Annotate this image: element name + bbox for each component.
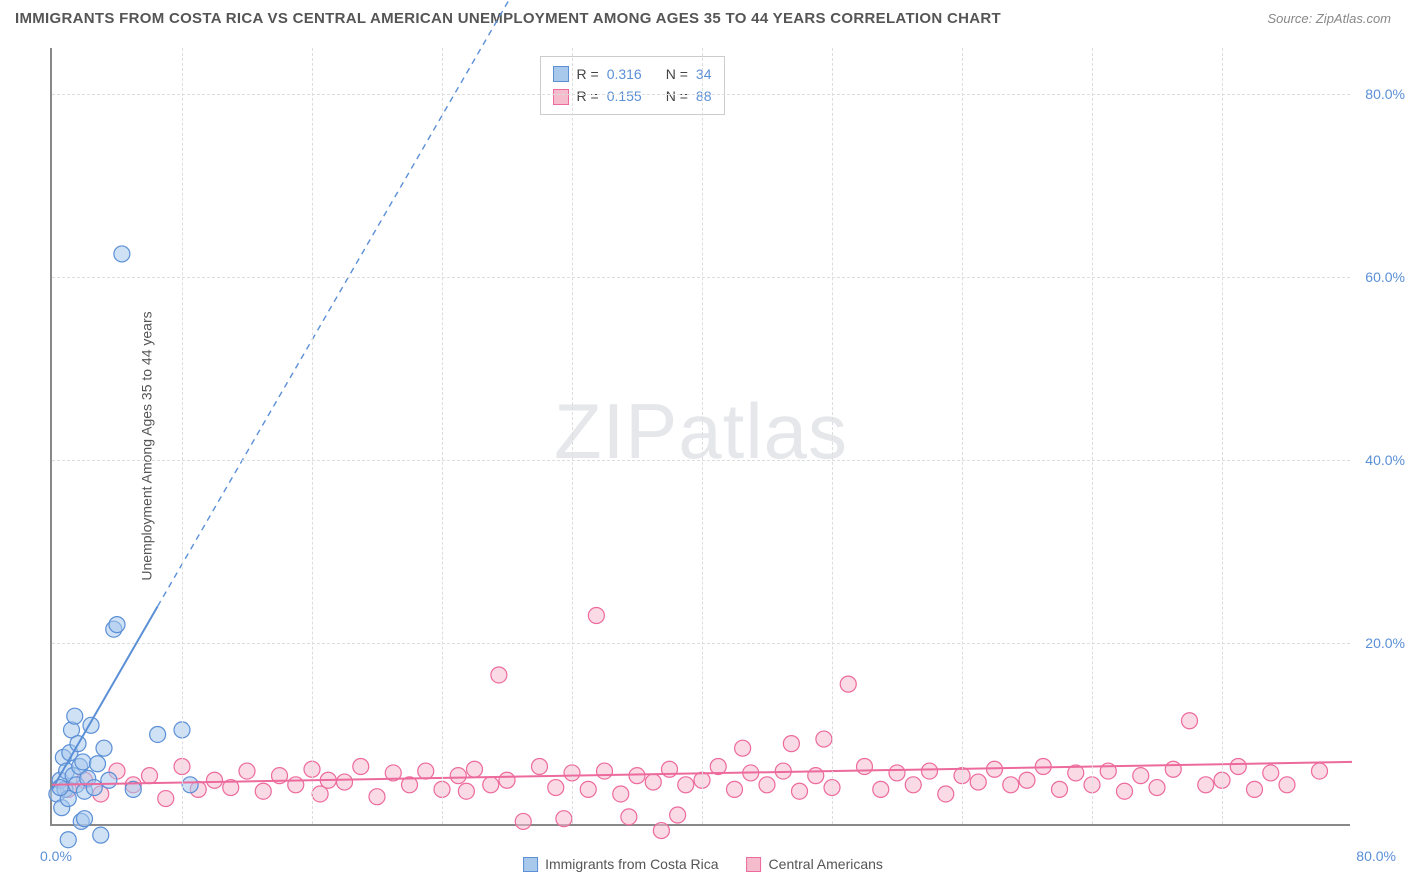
legend-swatch-blue-icon (523, 857, 538, 872)
stats-row-blue: R = 0.316 N = 34 (553, 63, 712, 85)
legend-bottom: Immigrants from Costa Rica Central Ameri… (523, 856, 883, 872)
legend-item-blue: Immigrants from Costa Rica (523, 856, 718, 872)
r-value-blue: 0.316 (607, 63, 642, 85)
n-value-pink: 88 (696, 85, 712, 107)
y-tick-label: 40.0% (1355, 452, 1405, 468)
y-tick-label: 60.0% (1355, 269, 1405, 285)
r-label: R = (577, 85, 599, 107)
y-tick-label: 20.0% (1355, 635, 1405, 651)
stats-row-pink: R = 0.155 N = 88 (553, 85, 712, 107)
y-tick-label: 80.0% (1355, 86, 1405, 102)
r-label: R = (577, 63, 599, 85)
title-bar: IMMIGRANTS FROM COSTA RICA VS CENTRAL AM… (15, 10, 1391, 27)
plot-area: ZIPatlas R = 0.316 N = 34 R = 0.155 N = … (50, 48, 1350, 826)
n-label: N = (666, 85, 688, 107)
x-origin-label: 0.0% (40, 848, 72, 864)
legend-label-pink: Central Americans (769, 856, 883, 872)
n-label: N = (666, 63, 688, 85)
legend-swatch-pink-icon (747, 857, 762, 872)
legend-item-pink: Central Americans (747, 856, 883, 872)
source-label: Source: ZipAtlas.com (1267, 11, 1391, 26)
swatch-blue-icon (553, 66, 569, 82)
swatch-pink-icon (553, 89, 569, 105)
legend-label-blue: Immigrants from Costa Rica (545, 856, 718, 872)
chart-title: IMMIGRANTS FROM COSTA RICA VS CENTRAL AM… (15, 10, 1001, 27)
chart-svg (52, 48, 1350, 824)
r-value-pink: 0.155 (607, 85, 642, 107)
n-value-blue: 34 (696, 63, 712, 85)
stats-legend-box: R = 0.316 N = 34 R = 0.155 N = 88 (540, 56, 725, 115)
x-max-label: 80.0% (1356, 848, 1396, 864)
